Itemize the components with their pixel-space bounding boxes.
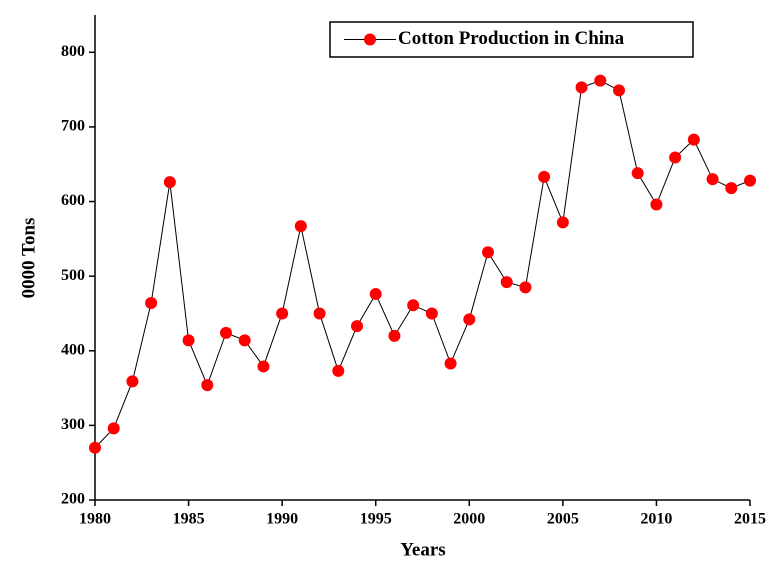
data-point — [351, 320, 363, 333]
data-point — [407, 299, 420, 312]
data-point — [182, 334, 195, 347]
y-tick-label: 500 — [61, 267, 85, 284]
y-tick-label: 600 — [61, 192, 85, 209]
y-tick-label: 200 — [61, 491, 85, 508]
data-point — [276, 307, 289, 320]
data-point — [613, 84, 625, 97]
data-point — [107, 422, 120, 435]
legend-marker — [364, 33, 376, 46]
x-tick-label: 1985 — [173, 511, 205, 528]
legend-label: Cotton Production in China — [398, 28, 625, 49]
data-point — [369, 288, 382, 301]
data-point — [744, 174, 756, 187]
x-tick-label: 1995 — [360, 511, 392, 528]
data-point — [482, 246, 494, 259]
data-point — [313, 307, 326, 320]
x-tick-label: 2000 — [453, 511, 485, 528]
data-point — [89, 441, 101, 454]
y-tick-label: 800 — [61, 43, 85, 60]
data-point — [388, 329, 401, 342]
x-tick-label: 2015 — [734, 511, 766, 528]
data-point — [575, 81, 588, 94]
x-tick-label: 1990 — [266, 511, 298, 528]
x-tick-label: 1980 — [79, 511, 111, 528]
y-axis-title: 0000 Tons — [18, 218, 39, 299]
data-point — [294, 220, 307, 233]
data-point — [257, 360, 270, 373]
data-point — [463, 313, 476, 326]
data-point — [650, 198, 663, 211]
data-point — [500, 276, 513, 289]
data-point — [444, 357, 457, 370]
data-point — [725, 182, 738, 195]
data-point — [669, 151, 682, 164]
data-point — [519, 281, 532, 294]
data-point — [332, 364, 345, 377]
y-tick-label: 700 — [61, 118, 85, 135]
x-axis-title: Years — [400, 539, 445, 560]
data-point — [687, 133, 700, 146]
data-point — [425, 307, 438, 320]
data-point — [238, 334, 251, 347]
x-tick-label: 2010 — [640, 511, 672, 528]
data-point — [631, 167, 644, 180]
data-point — [145, 297, 158, 310]
data-point — [706, 173, 719, 186]
series-line — [94, 80, 751, 449]
data-point — [126, 375, 139, 388]
data-point — [556, 216, 569, 229]
x-tick-label: 2005 — [547, 511, 579, 528]
data-point — [163, 176, 176, 189]
y-tick-label: 300 — [61, 416, 85, 433]
data-point — [538, 170, 551, 183]
y-tick-label: 400 — [61, 341, 85, 358]
data-point — [220, 326, 232, 339]
data-point — [201, 379, 214, 392]
data-point — [594, 74, 607, 87]
